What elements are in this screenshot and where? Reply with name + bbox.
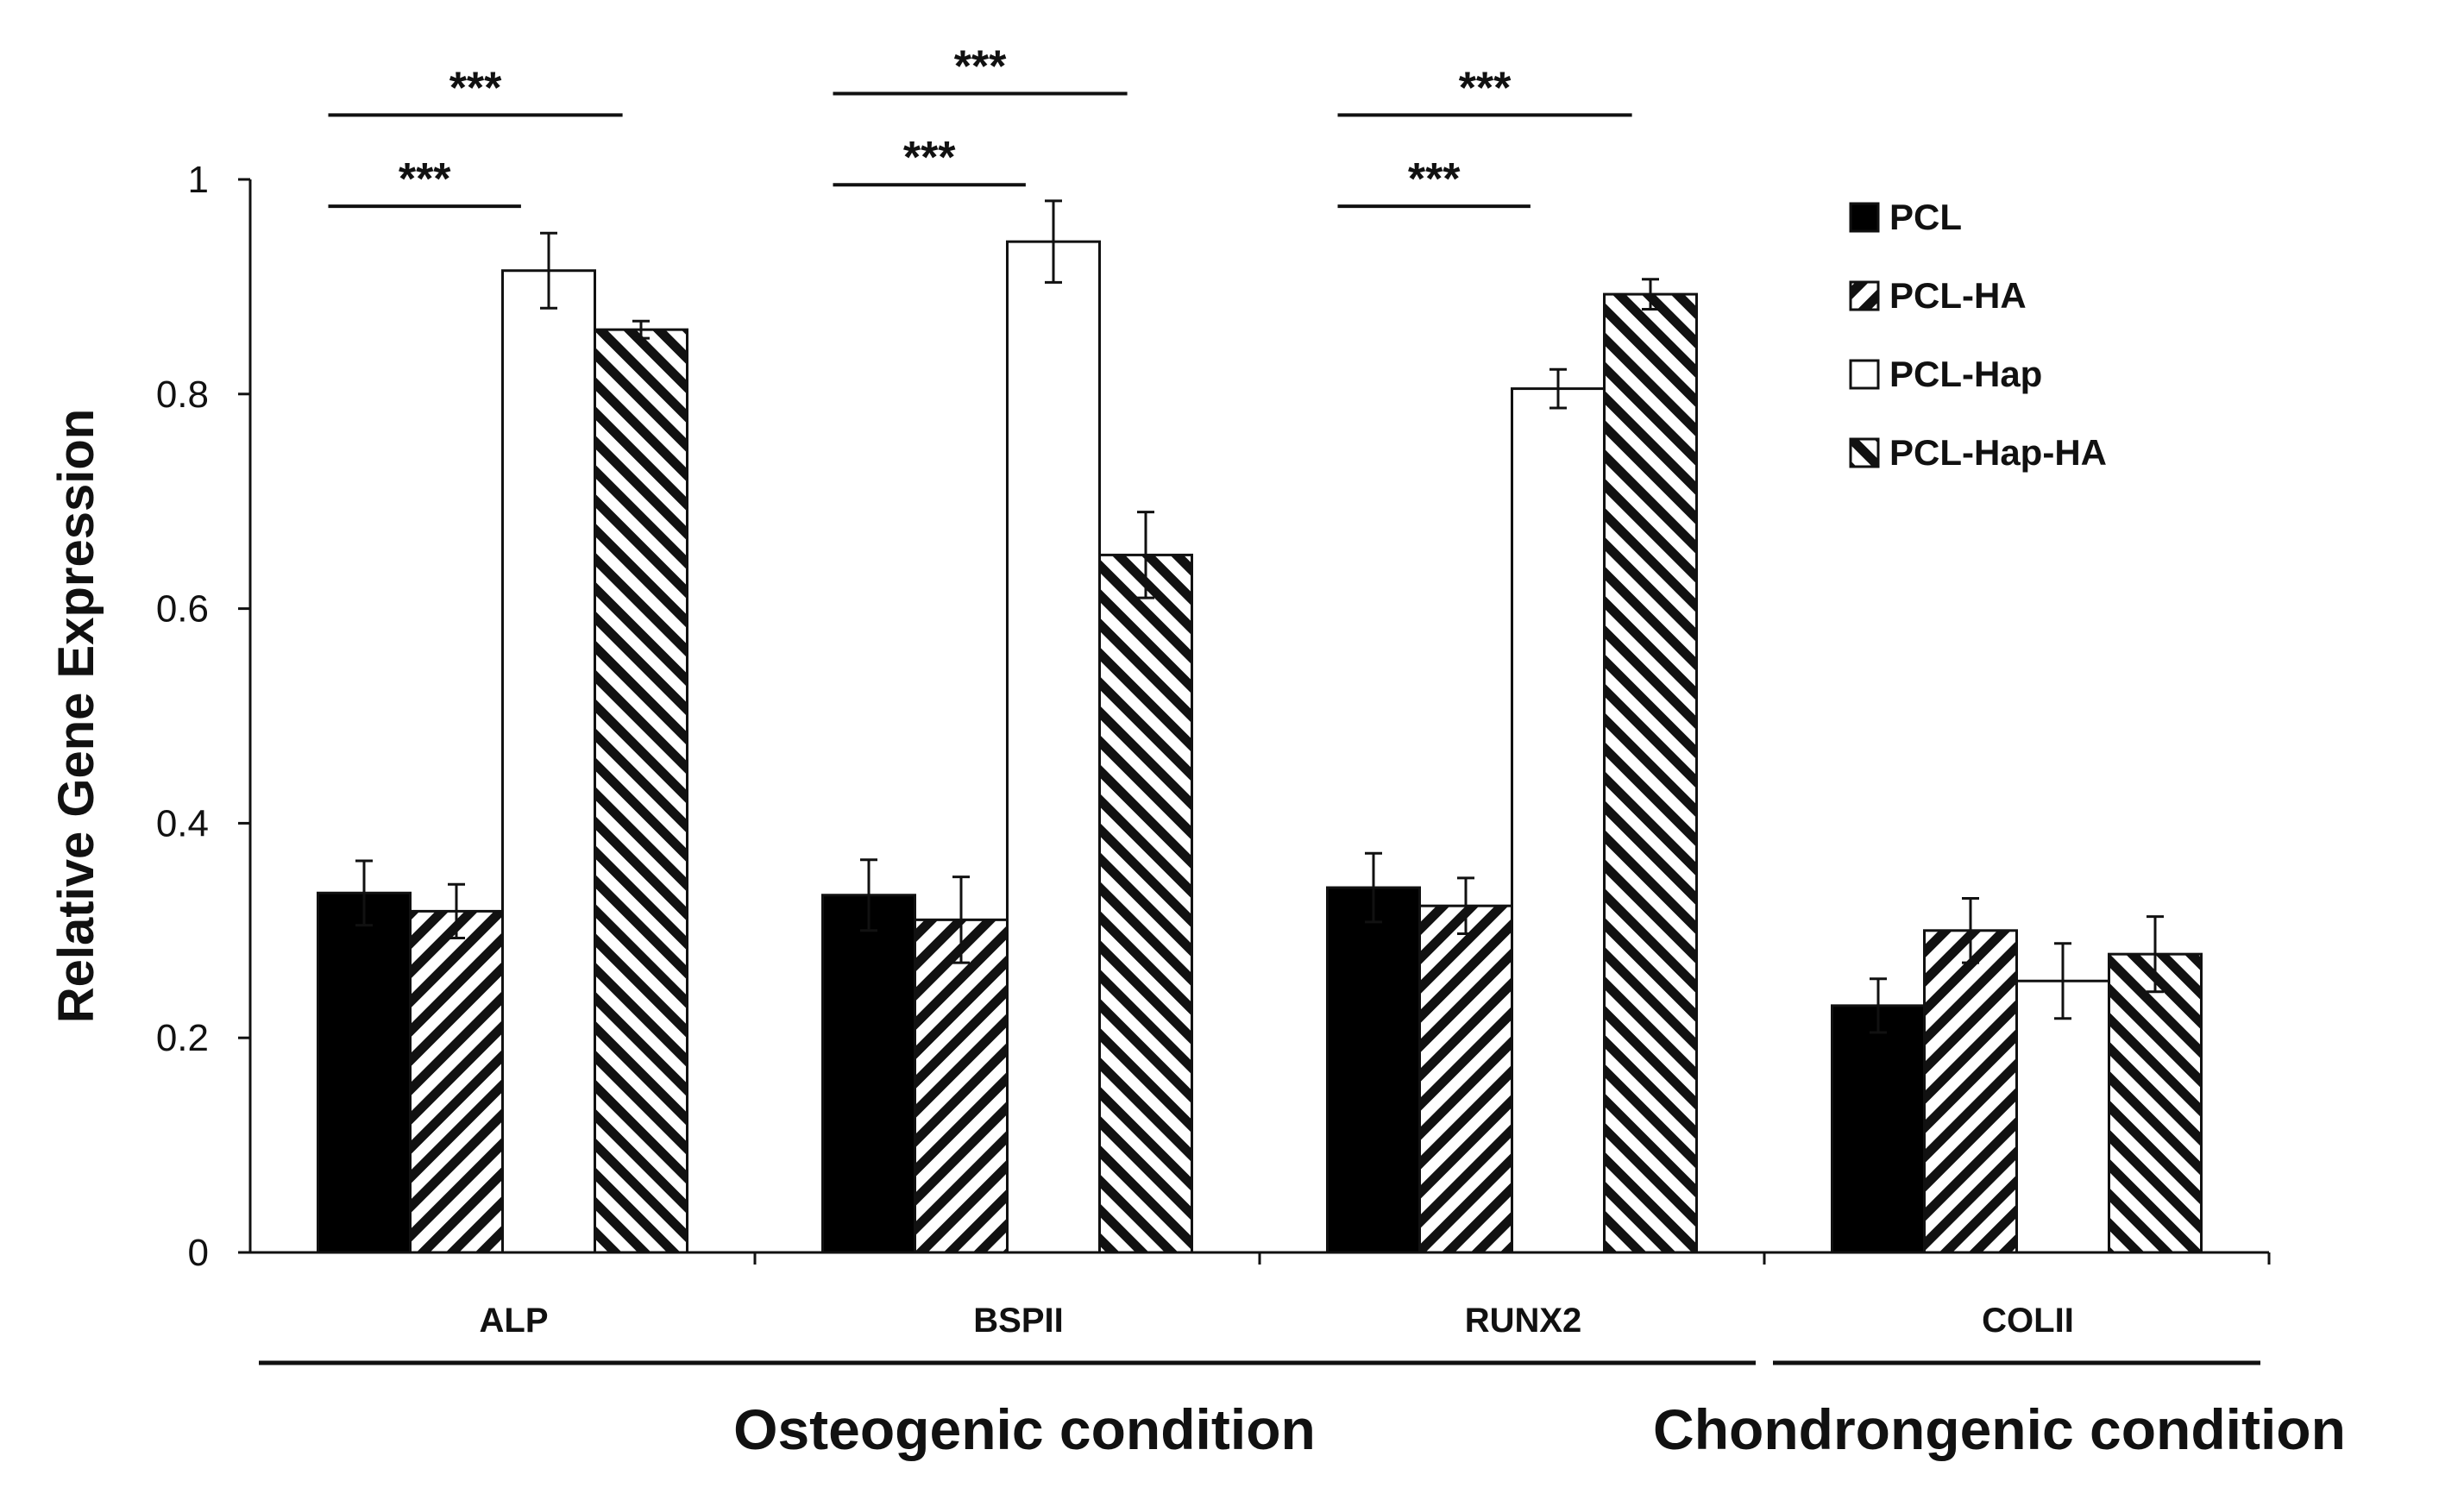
y-tick-label: 0.8 [156,373,209,416]
significance-label: *** [903,133,956,183]
legend-label-pcl-hap: PCL-Hap [1889,354,2042,394]
y-axis-title: Relative Gene Expression [48,409,104,1023]
significance-label: *** [954,41,1007,91]
bar-pcl-colii [1831,1004,1926,1254]
bar-pcl-ha-bspii [914,918,1009,1254]
bar-pcl-hap-alp [501,269,596,1254]
condition-group-label: Chondrongenic condition [1653,1397,2346,1461]
bar-pcl-bspii [821,894,916,1254]
legend-swatch-pcl-hap [1849,359,1880,390]
y-tick-label: 0 [188,1232,209,1274]
significance-label: *** [1459,63,1512,113]
y-tick-label: 1 [188,159,209,201]
bar-pcl-alp [317,891,412,1254]
bar-pcl-ha-runx2 [1418,904,1513,1254]
bar-pcl-hap-runx2 [1511,387,1606,1254]
bar-pcl-hap-bspii [1006,240,1101,1254]
significance-label: *** [399,154,451,204]
bar-pcl-hap-ha-bspii [1098,553,1193,1254]
bar-pcl-hap-ha-alp [594,328,688,1254]
bar-pcl-ha-alp [409,909,504,1254]
bar-pcl-hap-ha-runx2 [1603,292,1698,1254]
category-label-alp: ALP [480,1302,549,1340]
category-label-runx2: RUNX2 [1465,1302,1582,1340]
significance-label: *** [449,63,502,113]
significance-label: *** [1408,154,1461,204]
category-label-colii: COLII [1982,1302,2074,1340]
legend-swatch-pcl-ha [1849,280,1880,311]
legend-swatch-pcl [1849,202,1880,233]
legend-swatch-pcl-hap-ha [1849,437,1880,468]
y-tick-label: 0.2 [156,1017,209,1059]
bar-pcl-ha-colii [1923,929,2018,1254]
y-tick-label: 0.4 [156,802,209,844]
bar-pcl-runx2 [1326,886,1421,1254]
y-tick-label: 0.6 [156,588,209,631]
legend-label-pcl-hap-ha: PCL-Hap-HA [1889,432,2107,473]
legend-label-pcl: PCL [1889,197,1962,237]
category-label-bspii: BSPII [973,1302,1063,1340]
condition-group-label: Osteogenic condition [733,1397,1316,1461]
legend-label-pcl-ha: PCL-HA [1889,275,2027,316]
bar-pcl-hap-ha-colii [2108,952,2203,1254]
bar-pcl-hap-colii [2015,979,2110,1254]
